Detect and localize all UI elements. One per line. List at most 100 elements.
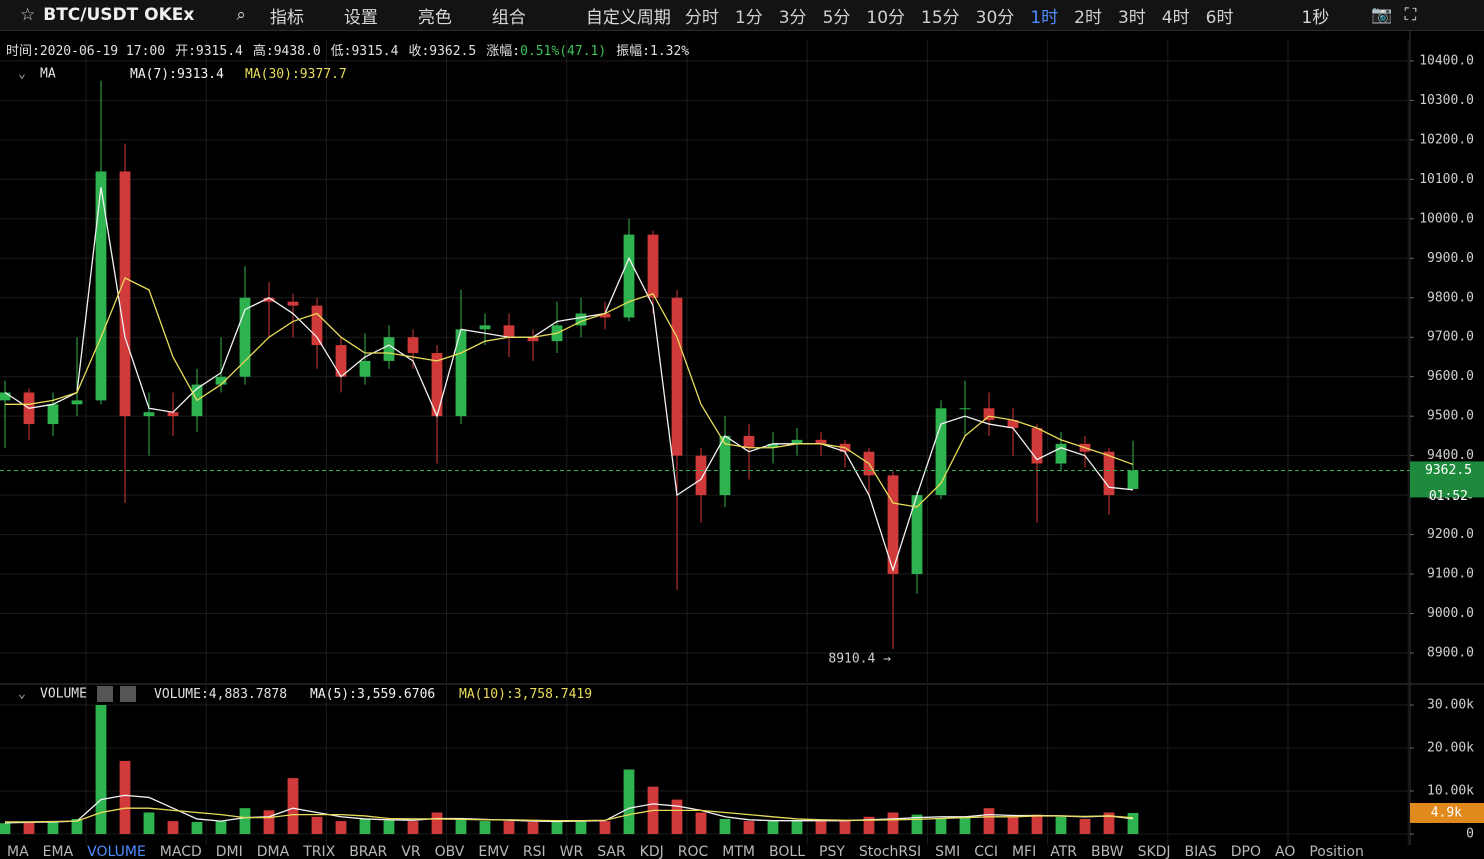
- volume-bar: [0, 823, 11, 834]
- indicator-tab[interactable]: KDJ: [639, 844, 664, 859]
- indicator-tab[interactable]: EMA: [42, 844, 74, 859]
- info-label: 收:: [408, 44, 429, 59]
- period[interactable]: 3分: [778, 7, 807, 28]
- indicator-tab[interactable]: BBW: [1091, 844, 1124, 859]
- info-value: 0.51%(47.1): [520, 44, 606, 59]
- volume-bar: [287, 778, 299, 834]
- indicator-tab[interactable]: DPO: [1230, 844, 1261, 859]
- indicator-tab[interactable]: StochRSI: [858, 844, 922, 859]
- legend-name: MA(30):: [245, 67, 300, 82]
- indicator-tab[interactable]: SAR: [597, 844, 626, 859]
- candle-body: [167, 412, 179, 417]
- legend-name: MA(10):: [459, 687, 514, 702]
- y-tick-label: 9400.0: [1427, 448, 1474, 463]
- indicator-tab[interactable]: MFI: [1011, 844, 1037, 859]
- period[interactable]: 分时: [684, 7, 719, 28]
- candle-body: [911, 495, 923, 575]
- tool[interactable]: 设置: [343, 7, 378, 28]
- period[interactable]: 3时: [1117, 7, 1146, 28]
- volume-bar: [863, 816, 875, 834]
- collapse-icon: ⌄: [18, 687, 26, 702]
- indicator-tab[interactable]: EMV: [478, 844, 509, 859]
- volume-bar: [671, 799, 683, 834]
- volume-bar: [575, 820, 587, 834]
- volume-bar: [407, 821, 419, 834]
- indicator-tab[interactable]: CCI: [974, 844, 998, 859]
- indicator-tab[interactable]: TRIX: [303, 844, 336, 859]
- indicator-tab[interactable]: RSI: [522, 844, 546, 859]
- volume-bar: [815, 821, 827, 834]
- legend-entry: MA(30):9377.7: [245, 67, 347, 82]
- legend-entry: MA(7):9313.4: [130, 67, 224, 82]
- candle-body: [575, 313, 587, 326]
- indicator-tab[interactable]: SKDJ: [1137, 844, 1171, 859]
- indicator-tab[interactable]: PSY: [819, 844, 845, 859]
- y-tick-label: 9700.0: [1427, 330, 1474, 345]
- indicator-tab[interactable]: VOLUME: [87, 844, 146, 859]
- indicator-tab[interactable]: AO: [1275, 844, 1296, 859]
- tool[interactable]: 组合: [491, 7, 526, 28]
- indicator-tab[interactable]: SMI: [935, 844, 961, 859]
- tool[interactable]: 亮色: [417, 7, 452, 28]
- period[interactable]: 5分: [822, 7, 851, 28]
- legend-value: 4,883.7878: [209, 687, 287, 702]
- volume-bar: [263, 810, 275, 834]
- period[interactable]: 1分: [734, 7, 763, 28]
- volume-bar: [887, 812, 899, 834]
- candle-body: [623, 234, 635, 318]
- candle-body: [503, 325, 515, 338]
- volume-bar: [983, 808, 995, 834]
- symbol[interactable]: BTC/USDT OKEx: [43, 5, 195, 25]
- indicator-tab[interactable]: DMA: [256, 844, 290, 859]
- candle-body: [143, 412, 155, 417]
- volume-bar: [143, 812, 155, 834]
- star-icon[interactable]: ☆: [20, 5, 36, 25]
- volume-bar: [1007, 816, 1019, 834]
- candle-body: [239, 297, 251, 377]
- indicator-tab[interactable]: MA: [7, 844, 29, 859]
- custom-period[interactable]: 自定义周期: [585, 7, 671, 28]
- fullscreen-icon[interactable]: ⛶: [1404, 5, 1417, 25]
- volume-bar: [215, 821, 227, 834]
- camera-icon[interactable]: 📷: [1371, 5, 1393, 25]
- candle-body: [71, 400, 83, 405]
- period[interactable]: 15分: [921, 7, 960, 28]
- close-icon[interactable]: [120, 686, 136, 702]
- indicator-tab[interactable]: MTM: [722, 844, 756, 859]
- candle-body: [1007, 420, 1019, 429]
- candle-body: [887, 475, 899, 575]
- settings-icon[interactable]: [97, 686, 113, 702]
- indicator-tab[interactable]: VR: [401, 844, 421, 859]
- ma-line: [5, 807, 1134, 823]
- search-icon[interactable]: ⌕: [236, 5, 246, 25]
- volume-bar: [335, 821, 347, 834]
- period[interactable]: 2时: [1074, 7, 1102, 28]
- indicator-tab[interactable]: ATR: [1050, 844, 1077, 859]
- indicator-tab[interactable]: BIAS: [1184, 844, 1217, 859]
- indicator-tab[interactable]: Position: [1309, 844, 1364, 859]
- candle-body: [743, 435, 755, 448]
- volume-bar: [719, 818, 731, 834]
- indicator-tab[interactable]: DMI: [215, 844, 243, 859]
- candle-body: [47, 404, 59, 425]
- y-tick-label: 10.00k: [1427, 783, 1474, 798]
- indicator-tab[interactable]: ROC: [677, 844, 709, 859]
- tool[interactable]: 指标: [269, 7, 304, 28]
- refresh[interactable]: 1秒: [1301, 7, 1330, 28]
- period[interactable]: 1时: [1030, 7, 1059, 28]
- ma-line: [4, 187, 1134, 573]
- period[interactable]: 6时: [1205, 7, 1234, 28]
- volume-bar: [743, 821, 755, 834]
- y-tick-label: 10400.0: [1419, 53, 1474, 68]
- indicator-tab[interactable]: MACD: [159, 844, 202, 859]
- period[interactable]: 10分: [866, 7, 906, 28]
- volume-bar: [911, 814, 923, 834]
- period[interactable]: 30分: [975, 7, 1015, 28]
- low-annotation: 8910.4 →: [828, 651, 891, 666]
- indicator-tab[interactable]: OBV: [434, 844, 465, 859]
- indicator-tab[interactable]: WR: [559, 844, 584, 859]
- indicator-tab[interactable]: BRAR: [349, 844, 388, 859]
- y-tick-label: 9000.0: [1427, 606, 1474, 621]
- indicator-tab[interactable]: BOLL: [769, 844, 805, 859]
- period[interactable]: 4时: [1161, 7, 1190, 28]
